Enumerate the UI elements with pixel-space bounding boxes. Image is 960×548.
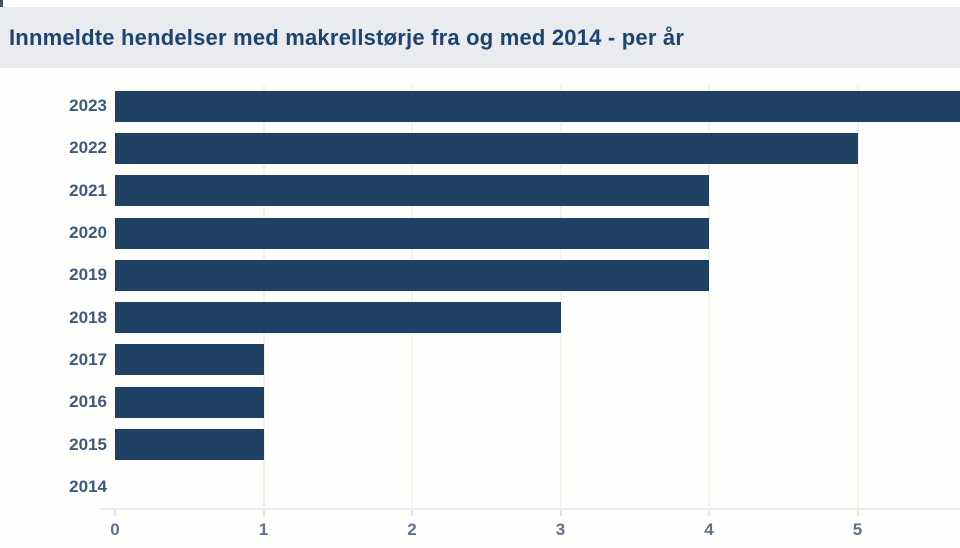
x-tick-label-3: 3 [555, 520, 566, 539]
chart-header: Innmeldte hendelser med makrellstørje fr… [0, 7, 960, 68]
corner-artifact-mark [0, 0, 3, 9]
gridline-x-1 [262, 85, 265, 508]
y-label-row: 2016 [0, 381, 107, 423]
bar-row-2016 [115, 381, 960, 423]
year-label-2019: 2019 [69, 265, 107, 285]
bar-2023[interactable] [115, 90, 960, 122]
y-label-row: 2019 [0, 254, 107, 296]
y-label-row: 2023 [0, 85, 107, 127]
y-axis-labels: 2023 2022 2021 2020 2019 2018 2017 2016 2015 2014 [0, 85, 107, 508]
x-tick-label-4: 4 [704, 520, 714, 539]
bar-row-2017 [115, 339, 960, 381]
x-tick-4 [708, 510, 711, 516]
year-label-2016: 2016 [69, 392, 107, 412]
x-tick-0 [114, 510, 116, 516]
year-label-2020: 2020 [69, 223, 107, 243]
x-tick-label-5: 5 [852, 520, 863, 539]
bar-row-2014 [115, 466, 960, 508]
bar-2018[interactable] [115, 302, 561, 334]
year-label-2015: 2015 [69, 434, 107, 454]
year-label-2023: 2023 [69, 96, 107, 116]
plot-area [115, 85, 960, 508]
y-label-row: 2022 [0, 127, 107, 169]
year-label-2022: 2022 [69, 138, 107, 158]
bar-row-2020 [115, 212, 960, 254]
chart-title: Innmeldte hendelser med makrellstørje fr… [9, 24, 685, 50]
year-label-2021: 2021 [69, 180, 107, 200]
bar-2021[interactable] [115, 175, 710, 207]
x-tick-2 [411, 510, 413, 516]
gridline-x-4 [708, 85, 711, 508]
bar-row-2021 [115, 170, 960, 212]
gridline-x-5 [856, 85, 859, 508]
year-label-2018: 2018 [69, 307, 107, 327]
bar-row-2015 [115, 423, 960, 465]
bar-row-2023 [115, 85, 960, 127]
bar-row-2022 [115, 127, 960, 169]
x-tick-3 [559, 510, 562, 516]
bar-2020[interactable] [115, 217, 710, 249]
x-tick-label-2: 2 [407, 520, 417, 539]
y-label-row: 2018 [0, 296, 107, 338]
y-label-row: 2017 [0, 339, 107, 381]
y-label-row: 2014 [0, 466, 107, 508]
gridline-x-3 [559, 85, 562, 508]
y-label-row: 2020 [0, 212, 107, 254]
year-label-2017: 2017 [69, 349, 107, 369]
x-tick-5 [856, 510, 859, 516]
bar-row-2018 [115, 296, 960, 338]
bar-2019[interactable] [115, 259, 710, 291]
year-label-2014: 2014 [69, 476, 107, 496]
x-tick-label-0: 0 [110, 520, 120, 539]
bar-2015[interactable] [115, 429, 264, 461]
bar-2016[interactable] [115, 386, 264, 418]
bar-rows [115, 85, 960, 508]
bar-2022[interactable] [115, 132, 858, 164]
y-label-row: 2015 [0, 423, 107, 465]
bar-chart: 2023 2022 2021 2020 2019 2018 2017 2016 2015 2014… [0, 68, 960, 548]
gridline-x-2 [411, 85, 413, 508]
bar-row-2019 [115, 254, 960, 296]
y-label-row: 2021 [0, 170, 107, 212]
bar-2017[interactable] [115, 344, 264, 376]
x-tick-1 [262, 510, 265, 516]
x-axis-line [100, 508, 960, 510]
x-tick-label-1: 1 [258, 520, 269, 539]
